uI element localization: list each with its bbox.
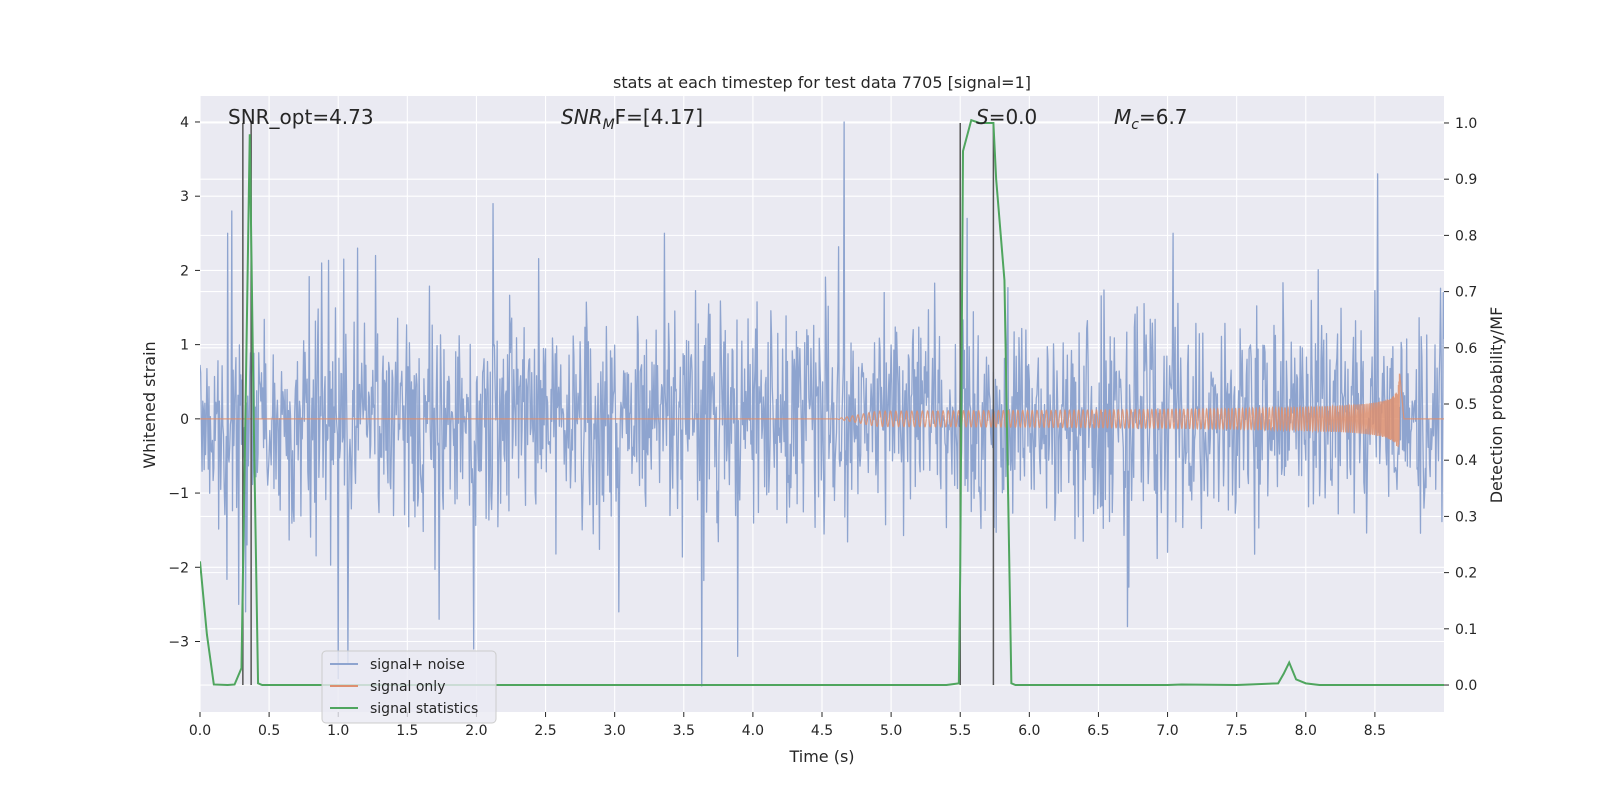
x-tick-label: 2.0 — [465, 723, 487, 739]
x-tick-label: 1.5 — [396, 723, 418, 739]
legend-label-stats: signal statistics — [370, 701, 478, 717]
x-axis-label: Time (s) — [788, 747, 854, 766]
y-axis-ticks: −3 −2 −1 0 1 2 3 4 — [168, 115, 200, 650]
y2-tick-label: 0.1 — [1455, 622, 1477, 638]
stats-line — [200, 118, 1444, 687]
y2-tick-label: 0.8 — [1455, 228, 1477, 244]
legend-box — [321, 650, 497, 724]
x-tick-label: 2.5 — [534, 723, 556, 739]
y-axis-label: Whitened strain — [140, 341, 159, 468]
x-tick-label: 8.5 — [1364, 723, 1386, 739]
x-tick-label: 3.0 — [604, 723, 626, 739]
legend: signal+ noise signal only signal statist… — [321, 650, 497, 724]
y2-tick-label: 0.5 — [1455, 397, 1477, 413]
x-tick-label: 1.0 — [327, 723, 349, 739]
x-tick-label: 7.5 — [1226, 723, 1248, 739]
x-tick-label: 3.5 — [673, 723, 695, 739]
annotation-s: S=0.0 — [976, 105, 1037, 129]
x-tick-label: 6.5 — [1087, 723, 1109, 739]
y2-tick-label: 0.4 — [1455, 453, 1477, 469]
x-axis-ticks: 0.0 0.5 1.0 1.5 2.0 2.5 3.0 3.5 4.0 4.5 5.0 5.5 6.0 6… — [189, 712, 1386, 739]
annotation-mc: Mc=6.7 — [1114, 105, 1188, 133]
y2-tick-label: 1.0 — [1455, 116, 1477, 132]
y2-tick-label: 0.7 — [1455, 285, 1477, 301]
series-signal-only — [200, 373, 1444, 448]
y-tick-label: 0 — [180, 412, 189, 428]
x-tick-label: 8.0 — [1295, 723, 1317, 739]
chart-title: stats at each timestep for test data 770… — [613, 73, 1031, 92]
legend-label-signal: signal only — [370, 679, 445, 695]
y2-tick-label: 0.3 — [1455, 509, 1477, 525]
annotation-snr-opt: SNR_opt=4.73 — [228, 105, 374, 129]
series-signal-statistics — [200, 118, 1444, 687]
y2-tick-label: 0.9 — [1455, 172, 1477, 188]
y-tick-label: 1 — [180, 338, 189, 354]
y-tick-label: −2 — [168, 560, 189, 576]
y2-axis-label: Detection probability/MF — [1487, 307, 1506, 504]
legend-label-noise: signal+ noise — [370, 657, 465, 673]
y2-axis-ticks: 0.0 0.1 0.2 0.3 0.4 0.5 0.6 0.7 0.8 0.9 1.0 — [1444, 116, 1477, 694]
x-tick-label: 4.5 — [811, 723, 833, 739]
x-tick-label: 5.0 — [880, 723, 902, 739]
y-tick-label: 3 — [180, 189, 189, 205]
x-tick-label: 4.0 — [742, 723, 764, 739]
y2-tick-label: 0.2 — [1455, 566, 1477, 582]
y-tick-label: −3 — [168, 634, 189, 650]
x-tick-label: 0.5 — [258, 723, 280, 739]
y-tick-label: 4 — [180, 115, 189, 131]
y-tick-label: −1 — [168, 486, 189, 502]
y-tick-label: 2 — [180, 263, 189, 279]
y2-tick-label: 0.0 — [1455, 678, 1477, 694]
signal-line — [200, 373, 1444, 448]
x-tick-label: 5.5 — [949, 723, 971, 739]
x-tick-label: 0.0 — [189, 723, 211, 739]
x-tick-label: 6.0 — [1018, 723, 1040, 739]
y2-tick-label: 0.6 — [1455, 341, 1477, 357]
annotation-snr-mf: SNRMF=[4.17] — [561, 105, 703, 133]
x-tick-label: 7.0 — [1156, 723, 1178, 739]
